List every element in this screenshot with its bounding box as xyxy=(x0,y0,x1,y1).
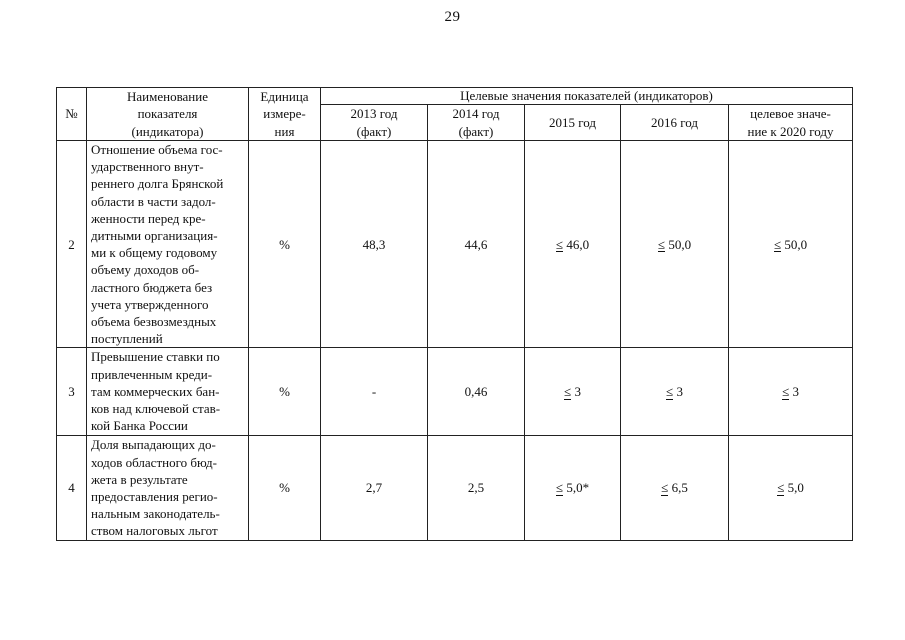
table-row: 3 Превышение ставки по привлеченным кред… xyxy=(56,347,854,437)
value-number: 3 xyxy=(676,384,683,400)
header-year-2015: 2015 год xyxy=(524,104,621,141)
indicator-name: Доля выпадающих до- ходов областного бюд… xyxy=(86,435,249,541)
value-2016: ≤ 3 xyxy=(620,347,729,437)
value-number: 3 xyxy=(574,384,581,400)
row-number: 2 xyxy=(56,139,87,349)
value-number: 5,0 xyxy=(787,480,804,496)
value-number: 50,0 xyxy=(784,236,808,252)
value-2013: - xyxy=(320,347,428,437)
value-2020: ≤ 5,0 xyxy=(727,435,854,541)
less-or-equal-sign: ≤ xyxy=(661,480,669,496)
value-2013: 2,7 xyxy=(320,435,428,541)
value-2013: 48,3 xyxy=(320,139,428,349)
value-number: 3 xyxy=(792,384,799,400)
value-2020: ≤ 50,0 xyxy=(727,139,854,349)
less-or-equal-sign: ≤ xyxy=(657,236,666,253)
indicator-name: Превышение ставки по привлеченным креди-… xyxy=(86,347,249,437)
less-or-equal-sign: ≤ xyxy=(564,384,572,400)
header-year-2013: 2013 год (факт) xyxy=(320,104,428,141)
value-2014: 0,46 xyxy=(427,347,525,437)
header-number: № xyxy=(56,87,87,141)
header-indicator-name: Наименование показателя (индикатора) xyxy=(86,87,249,141)
value-2015: ≤ 3 xyxy=(524,347,621,437)
value-number: 5,0* xyxy=(566,480,590,496)
indicator-name: Отношение объема гос- ударственного внут… xyxy=(86,139,249,349)
less-or-equal-sign: ≤ xyxy=(555,480,564,496)
row-number: 4 xyxy=(56,435,87,541)
unit-cell: % xyxy=(248,347,321,437)
table-row: 4 Доля выпадающих до- ходов областного б… xyxy=(56,435,854,541)
indicators-table: № Наименование показателя (индикатора) Е… xyxy=(56,87,854,541)
unit-cell: % xyxy=(248,435,321,541)
header-unit: Единица измере- ния xyxy=(248,87,321,141)
table-row: 2 Отношение объема гос- ударственного вн… xyxy=(56,139,854,349)
less-or-equal-sign: ≤ xyxy=(555,236,564,253)
less-or-equal-sign: ≤ xyxy=(782,384,790,400)
value-2016: ≤ 6,5 xyxy=(620,435,729,541)
unit-cell: % xyxy=(248,139,321,349)
less-or-equal-sign: ≤ xyxy=(777,480,785,496)
header-year-2014: 2014 год (факт) xyxy=(427,104,525,141)
value-2014: 2,5 xyxy=(427,435,525,541)
value-2014: 44,6 xyxy=(427,139,525,349)
less-or-equal-sign: ≤ xyxy=(773,236,782,253)
value-number: 50,0 xyxy=(668,236,692,252)
value-2015: ≤ 46,0 xyxy=(524,139,621,349)
value-number: 46,0 xyxy=(566,236,590,252)
header-year-2016: 2016 год xyxy=(620,104,729,141)
page-number: 29 xyxy=(444,9,461,25)
header-target-2020: целевое значе- ние к 2020 году xyxy=(727,104,854,141)
value-2016: ≤ 50,0 xyxy=(620,139,729,349)
value-number: 6,5 xyxy=(671,480,688,496)
less-or-equal-sign: ≤ xyxy=(666,384,674,400)
row-number: 3 xyxy=(56,347,87,437)
header-target-values: Целевые значения показателей (индикаторо… xyxy=(319,87,854,105)
value-2020: ≤ 3 xyxy=(727,347,854,437)
value-2015: ≤ 5,0* xyxy=(524,435,621,541)
